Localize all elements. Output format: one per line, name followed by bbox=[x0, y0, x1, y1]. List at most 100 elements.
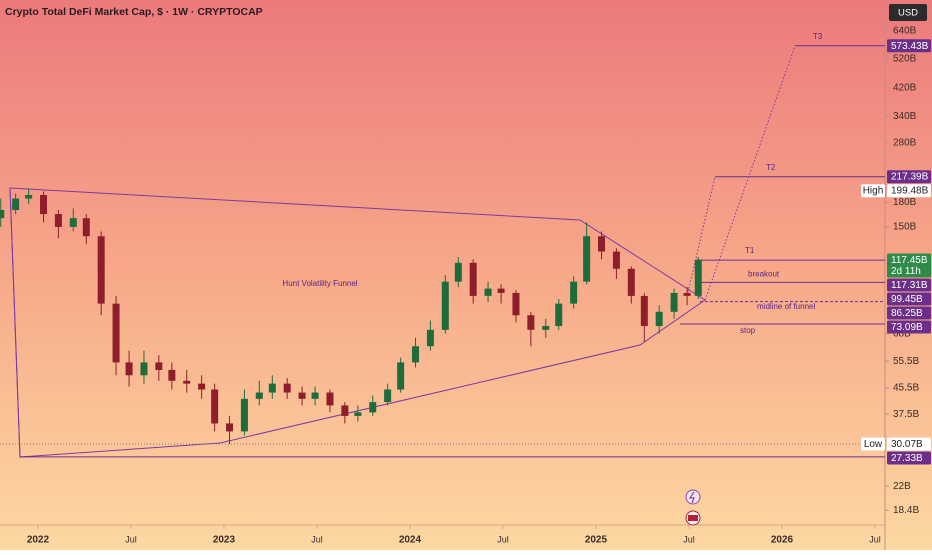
candle-body bbox=[125, 362, 133, 376]
candle-body bbox=[341, 405, 349, 416]
price-tag-label: 573.43B bbox=[891, 41, 929, 52]
y-tick-label: 280B bbox=[893, 137, 917, 148]
price-tag-label: 86.25B bbox=[891, 308, 923, 319]
price-tag bbox=[887, 39, 931, 53]
y-tick-label: 180B bbox=[893, 197, 917, 208]
candle-body bbox=[469, 262, 477, 296]
price-tag-label: 117.45B bbox=[891, 255, 928, 266]
price-tag-label: 99.45B bbox=[891, 294, 923, 305]
candle-body bbox=[598, 236, 606, 252]
candle-body bbox=[683, 292, 691, 296]
candle-body bbox=[412, 346, 420, 363]
target-path bbox=[687, 176, 716, 293]
candle-body bbox=[140, 362, 148, 376]
candle-body bbox=[397, 362, 405, 390]
price-tag-label: 199.48B bbox=[891, 186, 929, 197]
x-tick-label: Jul bbox=[497, 534, 509, 544]
price-tag bbox=[887, 170, 931, 184]
level-label: stop bbox=[740, 326, 756, 335]
candle-body bbox=[198, 383, 206, 390]
price-tag-label: 27.33B bbox=[891, 453, 923, 464]
candle-body bbox=[640, 295, 648, 327]
y-tick-label: 22B bbox=[893, 481, 911, 492]
price-tag-title-box bbox=[861, 437, 885, 451]
price-tag bbox=[887, 292, 931, 306]
candle-body bbox=[384, 389, 392, 403]
x-tick-label: 2025 bbox=[585, 535, 608, 546]
funnel-edge bbox=[9, 187, 21, 458]
candle-body bbox=[655, 311, 663, 327]
x-tick-label: 2026 bbox=[771, 535, 794, 546]
candle-body bbox=[326, 392, 334, 406]
y-tick-label: 45.5B bbox=[893, 383, 919, 394]
candle-body bbox=[555, 303, 563, 327]
y-tick-label: 55.5B bbox=[893, 356, 919, 367]
chart-title: Crypto Total DeFi Market Cap, $ · 1W · C… bbox=[5, 6, 263, 18]
x-tick-label: 2023 bbox=[213, 535, 236, 546]
candle-body bbox=[82, 218, 90, 237]
price-tag-title: High bbox=[863, 186, 884, 197]
y-tick-label: 18.4B bbox=[893, 505, 919, 516]
level-label: T2 bbox=[766, 163, 776, 172]
candle-body bbox=[255, 392, 263, 399]
candle-body bbox=[484, 288, 492, 296]
candle-body bbox=[240, 398, 248, 432]
candle-body bbox=[512, 292, 520, 316]
candle-body bbox=[168, 369, 176, 381]
x-tick-label: Jul bbox=[869, 534, 881, 544]
candle-body bbox=[497, 288, 505, 293]
price-tag bbox=[887, 451, 931, 465]
price-tag-label: 30.07B bbox=[891, 439, 923, 450]
annotation: Hunt Volatility Funnel bbox=[282, 279, 357, 288]
candle-body bbox=[54, 214, 62, 227]
candle-body bbox=[527, 315, 535, 330]
y-tick-label: 520B bbox=[893, 54, 917, 65]
currency[interactable]: USD bbox=[898, 8, 918, 19]
price-tag-label: 73.09B bbox=[891, 322, 923, 333]
x-tick-label: 2022 bbox=[27, 535, 50, 546]
candle-body bbox=[570, 281, 578, 304]
candle-body bbox=[542, 326, 550, 330]
candle-body bbox=[298, 392, 306, 399]
candle-body bbox=[112, 303, 120, 363]
x-tick-label: Jul bbox=[683, 534, 695, 544]
candle-body bbox=[97, 236, 105, 304]
price-tag bbox=[887, 320, 931, 334]
price-tag-label: 117.31B bbox=[891, 280, 928, 291]
price-tag-note: 2d 11h bbox=[891, 266, 921, 277]
x-tick-label: Jul bbox=[311, 534, 323, 544]
candle-body bbox=[426, 329, 434, 347]
candle-body bbox=[268, 383, 276, 393]
candle-body bbox=[40, 194, 48, 215]
event-icon[interactable] bbox=[685, 489, 701, 505]
candle-body bbox=[354, 412, 362, 416]
candle-body bbox=[441, 281, 449, 330]
price-tag-title: Low bbox=[864, 439, 883, 450]
candle-body bbox=[155, 362, 163, 370]
level-label: T1 bbox=[745, 246, 755, 255]
candle-body bbox=[283, 383, 291, 393]
candle-body bbox=[25, 194, 33, 199]
event-icon-glyph bbox=[688, 515, 698, 521]
candle-body bbox=[369, 402, 377, 413]
y-tick-label: 150B bbox=[893, 222, 917, 233]
y-tick-label: 340B bbox=[893, 111, 917, 122]
candle-body bbox=[612, 251, 620, 269]
level-label: breakout bbox=[748, 270, 780, 279]
target-path bbox=[704, 45, 796, 301]
price-tag bbox=[887, 253, 931, 278]
y-tick-label: 37.5B bbox=[893, 409, 919, 420]
candle-body bbox=[670, 292, 678, 312]
candle-body bbox=[627, 268, 635, 296]
price-tag bbox=[887, 278, 931, 292]
event-icon-glyph bbox=[688, 491, 695, 504]
currency-box[interactable] bbox=[889, 4, 927, 21]
price-tag bbox=[887, 437, 931, 451]
candle-body bbox=[183, 380, 191, 384]
candle-body bbox=[454, 262, 462, 282]
candle-body bbox=[0, 210, 5, 219]
y-tick-label: 68B bbox=[893, 328, 911, 339]
candle-body bbox=[226, 423, 234, 432]
